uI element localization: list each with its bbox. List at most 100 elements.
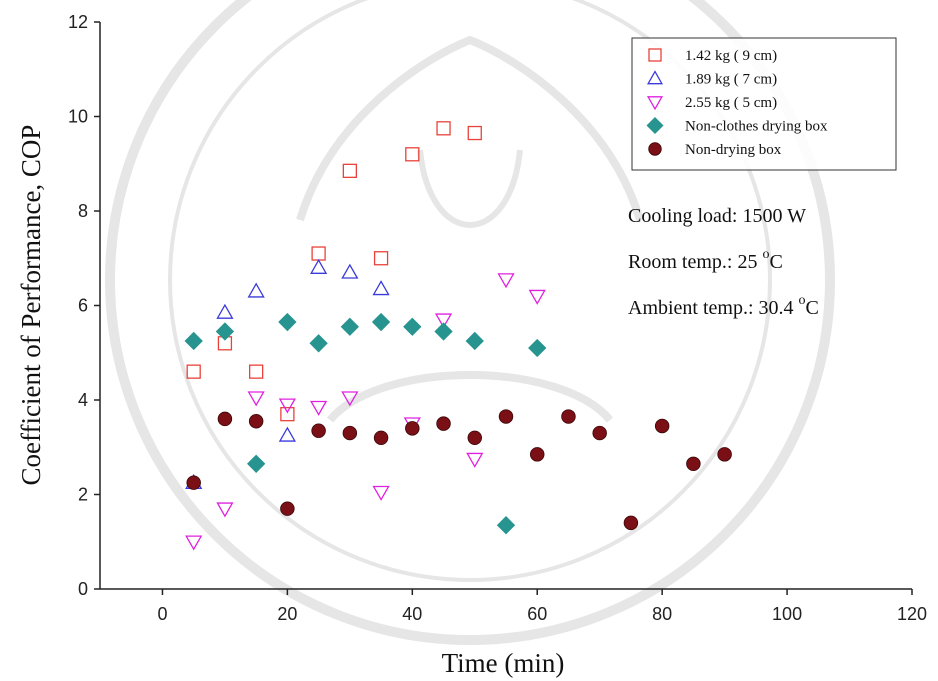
- x-tick-label: 20: [277, 604, 297, 624]
- series-1: [185, 258, 390, 489]
- x-tick-label: 80: [652, 604, 672, 624]
- data-point: [185, 535, 203, 551]
- legend-label: Non-clothes drying box: [685, 119, 828, 135]
- y-axis-ticks: 0 2 4 6 8 10 12: [68, 12, 100, 599]
- annotation-text: Cooling load: 1500 W: [628, 205, 806, 227]
- data-point: [466, 452, 484, 468]
- data-point: [686, 456, 701, 472]
- data-point: [342, 163, 357, 178]
- data-point: [341, 263, 359, 279]
- data-point: [186, 364, 201, 379]
- data-point: [465, 331, 484, 351]
- data-point: [373, 430, 389, 446]
- data-point: [309, 334, 328, 353]
- data-point: [311, 246, 326, 261]
- series-0: [186, 121, 482, 422]
- data-point: [278, 398, 296, 414]
- data-point: [310, 258, 328, 274]
- data-point: [280, 501, 295, 516]
- series-2: [185, 273, 546, 551]
- data-point: [216, 303, 234, 319]
- data-point: [372, 280, 390, 296]
- data-point: [405, 147, 420, 162]
- y-tick-label: 2: [78, 485, 88, 505]
- data-point: [528, 338, 547, 358]
- annotation-unit: C: [769, 251, 782, 273]
- data-point: [528, 289, 546, 305]
- data-point: [561, 409, 576, 424]
- annotation-0: Cooling load: 1500 W: [628, 205, 806, 227]
- data-point: [467, 430, 482, 446]
- y-tick-label: 12: [68, 12, 88, 32]
- data-point: [498, 409, 514, 424]
- legend-marker: [646, 116, 664, 135]
- data-point: [496, 516, 516, 535]
- data-point: [186, 475, 201, 490]
- data-point: [373, 251, 389, 266]
- legend-marker: [648, 48, 662, 62]
- legend-box: [631, 37, 897, 171]
- legend-marker: [648, 142, 662, 156]
- y-tick-label: 4: [78, 390, 88, 410]
- data-point: [436, 121, 451, 136]
- watermark-seal: [105, 0, 835, 645]
- y-tick-label: 8: [78, 201, 88, 221]
- series-4: [186, 409, 732, 531]
- data-point: [280, 407, 295, 422]
- data-point: [311, 423, 326, 438]
- data-point: [434, 322, 453, 341]
- data-point: [371, 312, 391, 332]
- data-point: [436, 416, 451, 431]
- x-tick-label: 100: [772, 604, 802, 624]
- data-point: [248, 414, 264, 429]
- x-axis-title: Time (min): [442, 648, 565, 678]
- legend-label: Non-drying box: [685, 142, 782, 158]
- data-point: [717, 447, 732, 462]
- data-point: [247, 391, 265, 407]
- data-point: [247, 282, 265, 298]
- series-3: [184, 312, 547, 535]
- data-point: [341, 391, 359, 407]
- data-point: [434, 313, 453, 329]
- data-point: [249, 364, 264, 379]
- legend-label: 1.42 kg ( 9 cm): [685, 48, 777, 64]
- x-tick-label: 0: [157, 604, 167, 624]
- data-point: [246, 454, 266, 473]
- data-point: [215, 322, 235, 341]
- annotation-unit: C: [806, 297, 819, 319]
- data-point: [467, 125, 482, 141]
- annotation-text: Ambient temp.: 30.4: [628, 297, 799, 319]
- y-tick-label: 0: [78, 579, 88, 599]
- annotation-superscript: o: [762, 247, 769, 262]
- y-tick-label: 6: [78, 296, 88, 316]
- legend: 1.42 kg ( 9 cm) 1.89 kg ( 7 cm) 2.55 kg ( …: [631, 37, 897, 171]
- data-point: [530, 447, 545, 462]
- data-point: [217, 411, 233, 427]
- data-point: [497, 273, 515, 289]
- data-point: [184, 331, 203, 351]
- legend-label: 1.89 kg ( 7 cm): [685, 72, 777, 88]
- data-point: [310, 400, 328, 416]
- data-point: [342, 425, 358, 441]
- data-point: [278, 426, 296, 442]
- annotation-superscript: o: [799, 293, 806, 308]
- data-point: [216, 502, 234, 518]
- plot-area: 0 2 4 6 8 10 12 0 20 40 60 80 100 120: [68, 12, 927, 624]
- data-point: [623, 515, 639, 531]
- data-point: [278, 312, 297, 332]
- data-point: [654, 418, 670, 434]
- x-tick-label: 60: [527, 604, 547, 624]
- data-point: [403, 317, 422, 336]
- data-point: [372, 485, 390, 501]
- legend-marker: [646, 96, 664, 111]
- x-tick-label: 120: [897, 604, 927, 624]
- x-tick-label: 40: [402, 604, 422, 624]
- data-point: [592, 425, 607, 441]
- annotation-text: Room temp.: 25: [628, 251, 762, 273]
- x-axis-ticks: 0 20 40 60 80 100 120: [157, 589, 927, 624]
- y-tick-label: 10: [68, 107, 88, 127]
- data-point: [340, 317, 360, 336]
- annotation-2: Ambient temp.: 30.4 oC: [628, 293, 819, 319]
